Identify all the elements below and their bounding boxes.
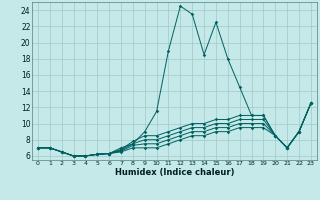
X-axis label: Humidex (Indice chaleur): Humidex (Indice chaleur) [115, 168, 234, 177]
